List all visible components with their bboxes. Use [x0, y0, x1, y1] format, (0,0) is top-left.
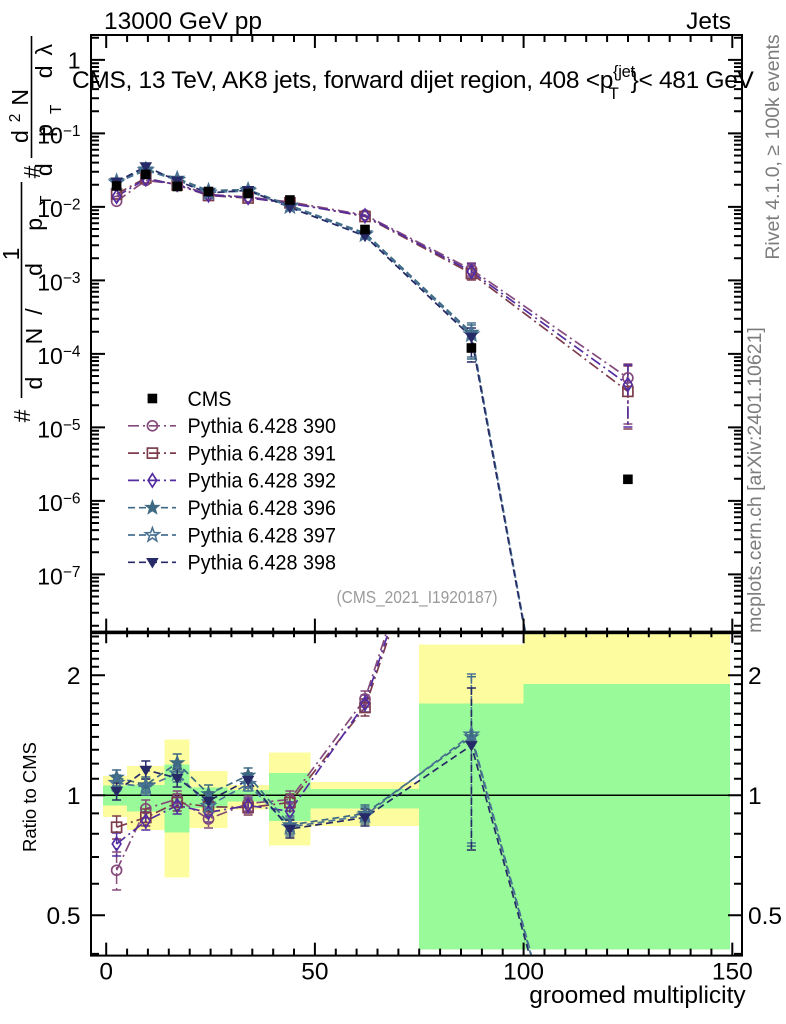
svg-text:d2N: d2N [7, 81, 33, 143]
svg-text:100: 100 [503, 959, 544, 986]
svg-text:10−5: 10−5 [37, 416, 80, 442]
svg-text:1: 1 [748, 783, 762, 810]
svg-text:Jets: Jets [686, 8, 731, 35]
svg-text:#: # [9, 409, 35, 422]
svg-text:0.5: 0.5 [46, 903, 80, 930]
svg-text:Pythia 6.428 396: Pythia 6.428 396 [188, 497, 337, 520]
svg-text:#: # [19, 165, 45, 178]
svg-text:Pythia 6.428 391: Pythia 6.428 391 [188, 442, 337, 465]
svg-text:Rivet 4.1.0, ≥ 100k events: Rivet 4.1.0, ≥ 100k events [762, 34, 784, 260]
svg-text:2: 2 [67, 663, 81, 690]
svg-text:13000 GeV pp: 13000 GeV pp [104, 8, 262, 35]
svg-text:1: 1 [68, 47, 81, 73]
svg-text:(CMS_2021_I1920187): (CMS_2021_I1920187) [337, 587, 498, 608]
svg-text:0: 0 [99, 959, 113, 986]
svg-text:Ratio to CMS: Ratio to CMS [19, 742, 40, 852]
svg-text:mcplots.cern.ch [arXiv:2401.10: mcplots.cern.ch [arXiv:2401.10621] [744, 327, 766, 633]
svg-text:Pythia 6.428 392: Pythia 6.428 392 [188, 470, 337, 493]
svg-text:2: 2 [748, 663, 762, 690]
svg-text:CMS: CMS [188, 388, 232, 411]
svg-text:Pythia 6.428 397: Pythia 6.428 397 [188, 524, 337, 547]
svg-text:1: 1 [67, 783, 81, 810]
svg-text:50: 50 [301, 959, 328, 986]
svg-text:10−1: 10−1 [37, 122, 80, 148]
svg-text:Pythia 6.428 398: Pythia 6.428 398 [188, 552, 337, 575]
svg-text:Pythia 6.428 390: Pythia 6.428 390 [188, 415, 337, 438]
svg-text:150: 150 [712, 959, 753, 986]
svg-text:1: 1 [0, 248, 24, 261]
svg-text:groomed multiplicity: groomed multiplicity [529, 982, 746, 1009]
svg-text:0.5: 0.5 [748, 903, 782, 930]
